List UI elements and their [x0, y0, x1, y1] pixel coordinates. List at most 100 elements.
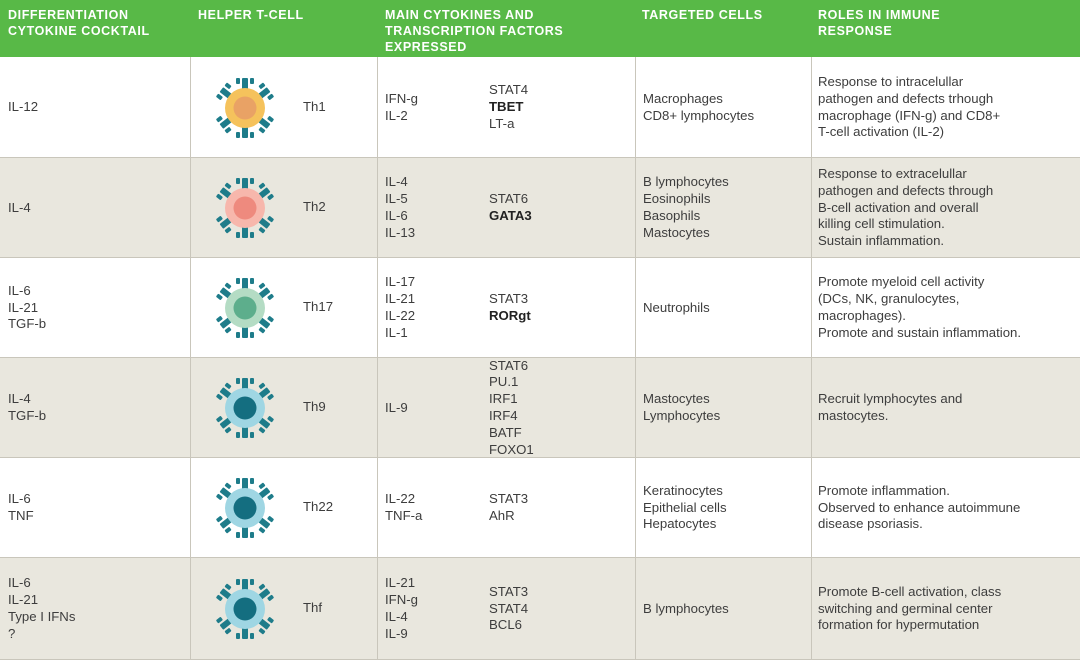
cytokines-cell: IL-4 IL-5 IL-6 IL-13 — [385, 158, 485, 258]
cocktail-item: IL-21 — [8, 299, 39, 315]
cocktail-cell: IL-6 IL-21 TGF-b — [8, 258, 183, 358]
transcription-factor-item: STAT6 — [489, 191, 529, 207]
targeted-cell-item: Epithelial cells — [643, 499, 727, 515]
cocktail-item: TGF-b — [8, 408, 47, 423]
targeted-cell-item: Basophils — [643, 208, 701, 223]
roles-cell: Response to intracelullar pathogen and de… — [818, 57, 1073, 158]
transcription-factors-cell: STAT4 TBET LT-a — [489, 57, 629, 158]
table-row: IL-6 TNF — [0, 458, 1080, 558]
helper-cell-name: Th2 — [303, 199, 326, 214]
targeted-cell-item: B lymphocytes — [643, 600, 729, 616]
header-line: DIFFERENTIATION — [8, 8, 129, 22]
th1-cell-icon — [216, 77, 274, 138]
roles-cell: Promote inflammation. Observed to enhance… — [818, 458, 1073, 558]
targeted-cell-item: Macrophages — [643, 90, 723, 106]
helper-cell-graphic — [212, 576, 278, 647]
targeted-cell-item: Keratinocytes — [643, 482, 723, 498]
roles-cell: Promote B-cell activation, class switchin… — [818, 558, 1073, 660]
helper-cell-name: Thf — [303, 600, 323, 615]
targeted-cell-item: Eosinophils — [643, 191, 711, 207]
header-line: CYTOKINE COCKTAIL — [8, 24, 150, 38]
targeted-cells-cell: B lymphocytes — [643, 558, 803, 660]
transcription-factor-item: STAT4 — [489, 600, 529, 616]
th9-cell-icon — [216, 378, 274, 438]
cocktail-item: TGF-b — [8, 316, 47, 332]
row-divider — [0, 557, 1080, 558]
row-divider — [0, 257, 1080, 258]
cocktail-cell: IL-6 TNF — [8, 458, 183, 558]
helper-cell-name: Th22 — [303, 499, 334, 514]
cytokine-item: IL-13 — [385, 224, 416, 240]
column-divider — [377, 57, 378, 660]
role-line: macrophage (IFN-g) and CD8+ — [818, 107, 1001, 123]
role-line: Sustain inflammation. — [818, 233, 945, 249]
targeted-cells-cell: Macrophages CD8+ lymphocytes — [643, 57, 803, 158]
key-transcription-factor: GATA3 — [489, 208, 532, 223]
cocktail-cell: IL-4 TGF-b — [8, 358, 183, 458]
transcription-factors-cell: STAT3 AhR — [489, 458, 629, 558]
row-divider — [0, 357, 1080, 358]
column-divider — [635, 57, 636, 660]
column-divider — [811, 57, 812, 660]
role-line: pathogen and defects through — [818, 182, 994, 198]
targeted-cell-item: CD8+ lymphocytes — [643, 107, 755, 123]
key-transcription-factor: RORgt — [489, 308, 531, 323]
targeted-cell-item: Hepatocytes — [643, 516, 717, 532]
header-helper-t-cell: HELPER T-CELL — [198, 7, 368, 23]
th17-cell-icon — [216, 278, 274, 338]
table-row: IL-6 IL-21 Type I IFNs? — [0, 558, 1080, 660]
helper-cell-graphic — [212, 475, 278, 546]
header-line: TARGETED CELLS — [642, 8, 763, 22]
role-line: pathogen and defects trhough — [818, 90, 994, 106]
table-row: IL-6 IL-21 TGF-b — [0, 258, 1080, 358]
header-line: EXPRESSED — [385, 40, 467, 54]
header-differentiation-cocktail: DIFFERENTIATION CYTOKINE COCKTAIL — [8, 7, 188, 39]
header-line: TRANSCRIPTION FACTORS — [385, 24, 564, 38]
table-header: DIFFERENTIATION CYTOKINE COCKTAIL HELPER … — [0, 0, 1080, 57]
transcription-factor-item: STAT6 — [489, 357, 529, 373]
key-transcription-factor: TBET — [489, 99, 524, 115]
cocktail-item: Type I IFNs — [8, 609, 76, 624]
helper-cell-graphic — [212, 175, 278, 246]
cytokine-item: IL-4 — [385, 174, 408, 190]
transcription-factors-cell: STAT6 GATA3 — [489, 158, 629, 258]
cytokine-item: IL-5 — [385, 191, 408, 207]
cytokines-cell: IL-22 TNF-a — [385, 458, 485, 558]
role-line: macrophages). — [818, 308, 906, 323]
th2-cell-icon — [216, 178, 274, 238]
transcription-factor-item: STAT4 — [489, 82, 529, 98]
role-line: T-cell activation (IL-2) — [818, 124, 945, 140]
role-line: disease psoriasis. — [818, 516, 923, 532]
header-targeted-cells: TARGETED CELLS — [642, 7, 802, 23]
roles-cell: Promote myeloid cell activity (DCs, NK, g… — [818, 258, 1073, 358]
targeted-cells-cell: B lymphocytes Eosinophils Basophils Mastocy… — [643, 158, 803, 258]
role-line: formation for hypermutation — [818, 617, 980, 633]
transcription-factor-item: FOXO1 — [489, 441, 534, 457]
roles-cell: Recruit lymphocytes and mastocytes. — [818, 358, 1073, 458]
transcription-factors-cell: STAT3 RORgt — [489, 258, 629, 358]
cytokine-item: IL-17 — [385, 274, 416, 290]
table-row: IL-4 — [0, 158, 1080, 258]
role-line: (DCs, NK, granulocytes, — [818, 291, 960, 307]
role-line: mastocytes. — [818, 408, 889, 423]
targeted-cells-cell: Keratinocytes Epithelial cells Hepatocytes — [643, 458, 803, 558]
helper-cell-graphic — [212, 375, 278, 446]
helper-cell-name: Th1 — [303, 98, 326, 114]
targeted-cell-item: Lymphocytes — [643, 408, 721, 423]
role-line: Promote inflammation. — [818, 482, 950, 498]
cytokine-item: IL-21 — [385, 575, 416, 591]
header-line: HELPER T-CELL — [198, 8, 304, 22]
cocktail-item: IL-12 — [8, 99, 39, 115]
role-line: Promote and sustain inflammation. — [818, 324, 1022, 340]
role-line: Promote myeloid cell activity — [818, 274, 985, 290]
cytokine-item: IL-2 — [385, 107, 408, 123]
helper-cell-graphic — [212, 275, 278, 346]
header-roles: ROLES IN IMMUNE RESPONSE — [818, 7, 1068, 39]
cytokine-item: IL-22 — [385, 491, 416, 507]
helper-cell-name: Th17 — [303, 299, 334, 314]
cytokine-item: IL-4 — [385, 609, 408, 624]
cocktail-item: IL-6 — [8, 282, 31, 298]
column-divider — [190, 57, 191, 660]
targeted-cell-item: Neutrophils — [643, 299, 710, 315]
